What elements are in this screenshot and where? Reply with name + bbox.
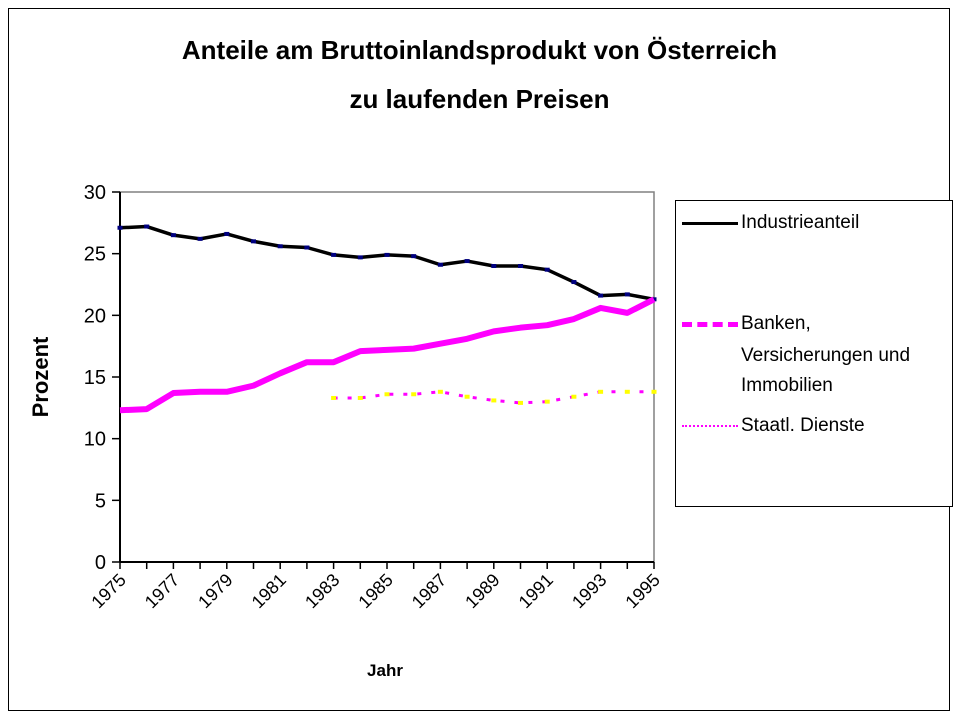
data-point-2 [384,392,390,397]
plot-border [119,191,655,563]
y-tick-label: 25 [84,244,106,266]
data-point-0 [117,225,123,230]
data-point-2 [491,398,497,403]
data-point-0 [598,293,604,298]
data-point-0 [170,233,176,238]
data-point-2 [571,394,577,399]
y-tick-label: 15 [84,367,106,389]
chart-title: Anteile am Bruttoinlandsprodukt von Öste… [181,35,778,65]
data-point-0 [331,252,337,257]
legend-label-banken-2: Versicherungen und [741,345,911,366]
y-tick-label: 5 [95,490,106,512]
data-point-0 [384,252,390,257]
legend-label-banken-1: Banken, [741,313,811,334]
legend-symbol-industrie [682,222,738,225]
x-tick-label: 1977 [141,570,183,612]
y-tick-label: 0 [95,552,106,574]
y-tick-label: 10 [84,429,106,451]
x-tick-label: 1993 [568,570,610,612]
data-point-0 [437,262,443,267]
legend-symbol-staat [682,425,738,427]
data-point-2 [437,389,443,394]
x-tick-label: 1995 [621,570,663,612]
legend: Industrieanteil Banken, Versicherungen u… [675,200,953,507]
x-tick-label: 1983 [301,570,343,612]
legend-label-staat: Staatl. Dienste [741,415,865,436]
x-tick-label: 1975 [87,570,129,612]
legend-symbol-banken [682,322,738,327]
chart-subtitle: zu laufenden Preisen [349,84,610,114]
legend-label-industrie: Industrieanteil [741,212,860,233]
data-point-0 [277,244,283,249]
data-point-0 [251,239,256,244]
data-point-2 [464,394,470,399]
data-point-0 [464,259,470,264]
data-point-0 [411,254,417,259]
data-point-2 [598,389,604,394]
data-point-0 [624,292,630,297]
x-tick-label: 1979 [194,570,236,612]
legend-label-banken-3: Immobilien [741,375,833,396]
data-point-0 [518,264,523,268]
data-point-0 [571,280,577,285]
data-point-2 [544,399,550,404]
x-tick-label: 1985 [354,570,396,612]
data-point-0 [304,245,310,250]
data-point-2 [331,395,337,400]
x-tick-label: 1987 [408,570,450,612]
series-line-1 [119,296,656,414]
data-point-0 [197,236,203,241]
data-point-2 [411,392,417,397]
data-point-0 [491,264,497,268]
y-tick-label: 30 [84,182,106,204]
x-tick-label: 1981 [248,570,290,612]
data-point-0 [144,224,150,229]
x-axis-label: Jahr [367,661,403,680]
y-tick-label: 20 [84,305,106,327]
y-axis-label: Prozent [28,336,53,417]
data-point-0 [224,231,230,236]
data-point-0 [357,255,363,260]
data-point-2 [518,400,523,405]
data-point-2 [651,389,657,394]
x-tick-label: 1989 [461,570,503,612]
data-point-0 [544,267,550,272]
data-point-2 [357,395,363,400]
data-point-2 [624,389,630,394]
x-tick-label: 1991 [515,570,557,612]
